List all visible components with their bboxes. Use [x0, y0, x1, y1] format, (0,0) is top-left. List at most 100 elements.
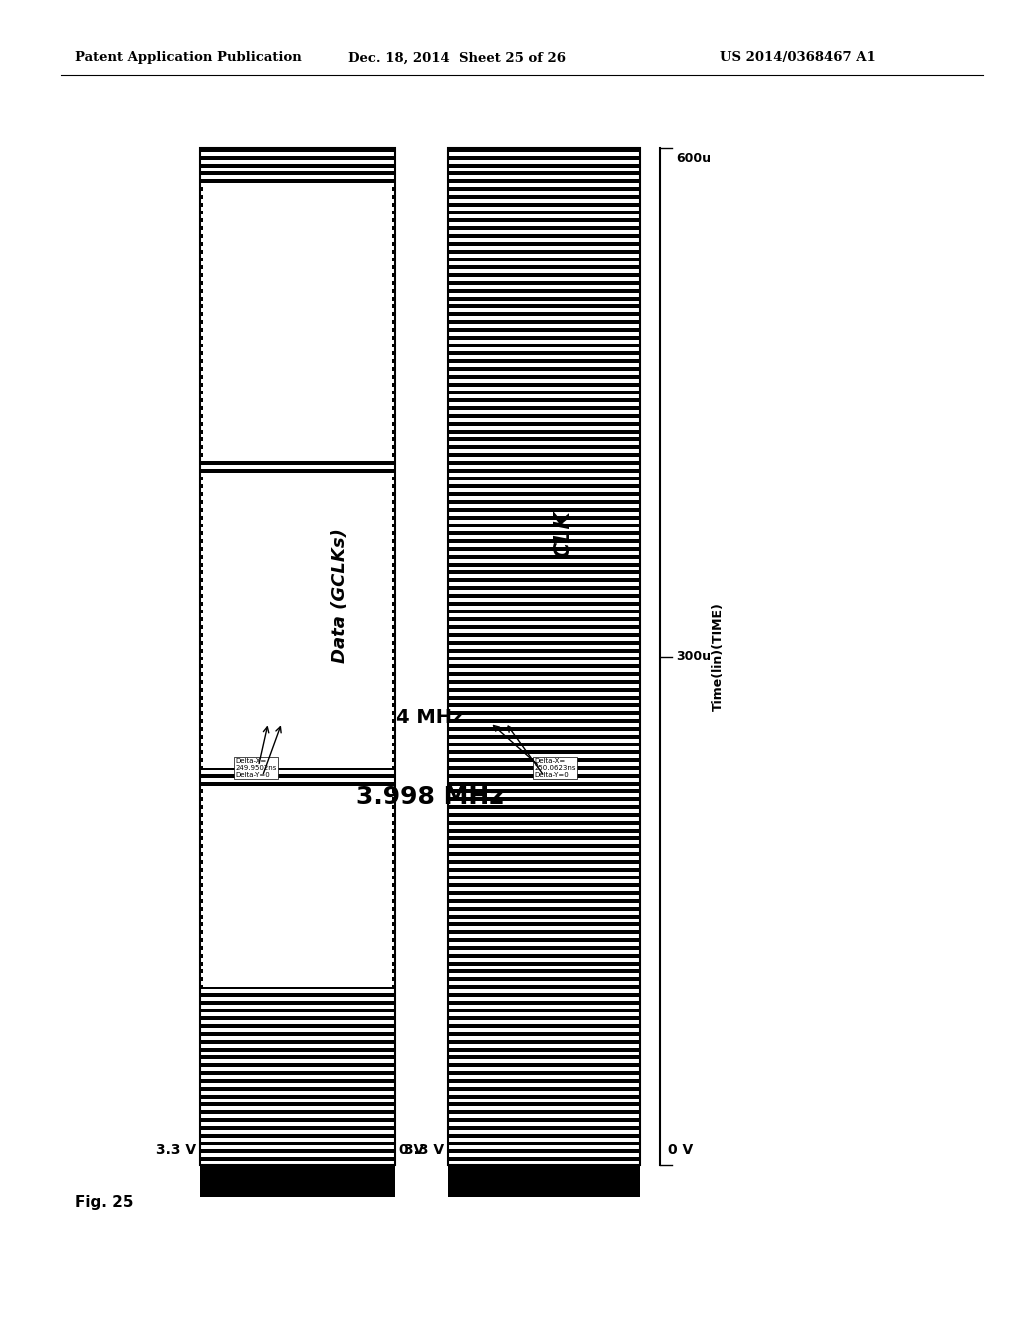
Bar [449, 594, 640, 598]
Bar [200, 680, 395, 684]
Bar [200, 484, 395, 488]
Text: Time(lin)(TIME): Time(lin)(TIME) [712, 602, 725, 711]
Bar [449, 187, 640, 191]
Bar [200, 727, 395, 731]
Bar [200, 610, 395, 614]
Bar [449, 234, 640, 238]
Bar [449, 664, 640, 668]
Bar [200, 305, 395, 309]
Bar [200, 524, 395, 528]
Bar [200, 453, 395, 457]
Bar [200, 743, 395, 747]
Bar [200, 735, 395, 739]
Bar [449, 156, 640, 160]
Bar [449, 1110, 640, 1114]
Bar [449, 148, 640, 1166]
Bar [200, 586, 395, 590]
Bar [200, 977, 395, 981]
Bar [200, 891, 395, 895]
Bar [449, 532, 640, 535]
Bar [449, 899, 640, 903]
Bar [200, 1118, 395, 1122]
Bar [449, 618, 640, 622]
Bar [449, 1056, 640, 1060]
Text: 600u: 600u [676, 152, 711, 165]
Bar [449, 554, 640, 558]
Bar [200, 594, 395, 598]
Bar [200, 1110, 395, 1114]
Bar [449, 859, 640, 863]
Bar [200, 1142, 395, 1146]
Bar [449, 735, 640, 739]
Bar [200, 672, 395, 676]
Bar [449, 570, 640, 574]
Bar [449, 546, 640, 550]
Bar [449, 845, 640, 849]
Bar [449, 711, 640, 715]
Bar [449, 931, 640, 935]
Bar [449, 407, 640, 411]
Bar [449, 524, 640, 528]
Bar [200, 1094, 395, 1098]
Bar [200, 837, 395, 841]
Bar [200, 570, 395, 574]
Bar [200, 516, 395, 520]
Bar [449, 954, 640, 958]
Bar [200, 1071, 395, 1074]
Bar [200, 492, 395, 496]
Bar [200, 789, 395, 793]
Bar [449, 226, 640, 230]
Bar [449, 602, 640, 606]
Bar [200, 383, 395, 387]
Bar [449, 218, 640, 222]
Bar [449, 343, 640, 347]
Bar [200, 532, 395, 535]
Bar [449, 946, 640, 950]
Bar [203, 183, 392, 458]
Bar [449, 915, 640, 919]
Bar [200, 327, 395, 331]
Bar [200, 797, 395, 801]
Bar [200, 203, 395, 207]
Text: Fig. 25: Fig. 25 [75, 1195, 133, 1210]
Bar [449, 985, 640, 989]
Bar [449, 265, 640, 269]
Bar [449, 1102, 640, 1106]
Bar [200, 1064, 395, 1067]
Bar [449, 1071, 640, 1074]
Text: Delta-X=
250.0623ns
Delta-Y=0: Delta-X= 250.0623ns Delta-Y=0 [535, 758, 575, 779]
Bar [449, 203, 640, 207]
Bar [200, 242, 395, 246]
Bar [200, 562, 395, 566]
Text: US 2014/0368467 A1: US 2014/0368467 A1 [720, 51, 876, 65]
Bar [449, 414, 640, 418]
Bar [449, 939, 640, 942]
Bar [449, 891, 640, 895]
Bar [200, 1001, 395, 1005]
Bar [449, 516, 640, 520]
Bar [449, 813, 640, 817]
Bar [200, 273, 395, 277]
Bar [200, 226, 395, 230]
Bar [449, 1001, 640, 1005]
Bar [449, 1158, 640, 1162]
Bar [200, 923, 395, 927]
Bar [449, 249, 640, 253]
Bar [449, 422, 640, 426]
Bar [200, 969, 395, 973]
Bar [200, 813, 395, 817]
Bar [200, 829, 395, 833]
Bar [200, 172, 395, 176]
Bar [449, 969, 640, 973]
Bar [449, 492, 640, 496]
Bar [449, 1150, 640, 1154]
Bar [200, 867, 395, 871]
Bar [449, 273, 640, 277]
Bar [200, 1086, 395, 1090]
Bar [200, 1024, 395, 1028]
Bar [200, 899, 395, 903]
Bar [449, 853, 640, 855]
Bar [449, 907, 640, 911]
Bar [200, 234, 395, 238]
Bar [449, 1032, 640, 1036]
